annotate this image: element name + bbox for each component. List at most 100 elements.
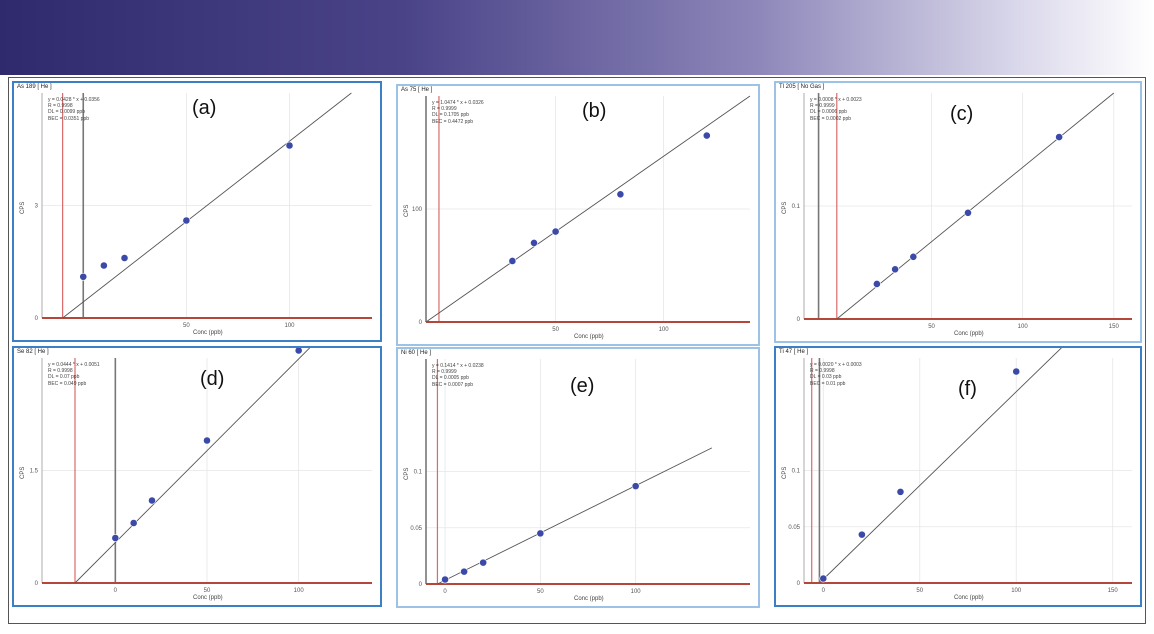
x-tick-label: 50 xyxy=(537,589,544,595)
x-tick-label: 100 xyxy=(294,588,305,594)
stats-line: y = 1.0474 * x + 0.0326 xyxy=(432,100,484,106)
stats-line: DL = 0.0005 ppb xyxy=(432,375,469,382)
x-tick-label: 100 xyxy=(1011,588,1022,594)
stats-line: BEC = 0.049 ppb xyxy=(48,380,87,387)
stats-line: BEC = 0.0002 ppb xyxy=(810,115,852,122)
data-point xyxy=(530,238,538,247)
calibration-stats: y = 0.1414 * x + 0.0238 R = 0.9999 DL = 0.… xyxy=(432,363,484,388)
panel-label: (e) xyxy=(570,375,595,397)
panel-label: (b) xyxy=(582,100,607,122)
data-point xyxy=(460,567,469,576)
chart-panel-6: 0 50 100 150 0 0.05 0.1 Ti 47 [ He ] y = 0.0020 … xyxy=(774,346,1142,607)
regression-line xyxy=(836,92,1115,320)
data-point xyxy=(964,208,972,217)
x-tick-label: 100 xyxy=(659,327,670,333)
regression-line xyxy=(425,95,751,323)
data-point xyxy=(441,575,449,584)
calibration-stats: y = 1.0474 * x + 0.0326 R = 0.9999 DL = 0.… xyxy=(432,100,484,125)
y-axis-label: CPS xyxy=(20,466,26,479)
x-axis-label: Conc (ppb) xyxy=(193,595,223,601)
data-point xyxy=(120,254,129,262)
stats-line: BEC = 0.01 ppb xyxy=(810,380,846,387)
data-point xyxy=(508,257,517,265)
panel-label: (c) xyxy=(950,103,974,125)
x-tick-label: 150 xyxy=(1108,588,1119,594)
x-tick-label: 0 xyxy=(822,588,826,594)
y-tick-label: 0 xyxy=(419,582,423,588)
stats-line: R = 0.9998 xyxy=(48,103,73,110)
calibration-stats: y = 0.0008 * x + 0.0023 R = 0.9999 DL = 0.… xyxy=(810,97,862,122)
x-axis-label: Conc (ppb) xyxy=(954,331,984,337)
stats-line: DL = 0.0006 ppb xyxy=(810,109,847,116)
y-tick-label: 3 xyxy=(35,204,39,210)
stats-line: R = 0.9999 xyxy=(810,103,835,110)
data-point xyxy=(702,131,711,140)
chart-plot: 0 50 100 0 1.5 xyxy=(30,348,372,594)
data-point xyxy=(631,482,640,491)
y-tick-label: 0.1 xyxy=(792,204,801,210)
x-axis-label: Conc (ppb) xyxy=(954,595,984,601)
data-point xyxy=(148,496,156,505)
data-point xyxy=(182,216,191,225)
y-axis-label: CPS xyxy=(404,204,410,217)
y-tick-label: 0.1 xyxy=(792,469,801,475)
y-axis-label: CPS xyxy=(404,467,410,480)
x-tick-label: 100 xyxy=(284,323,295,329)
x-tick-label: 0 xyxy=(443,589,447,595)
panel-title: As 75 [ He ] xyxy=(401,87,433,93)
x-axis-label: Conc (ppb) xyxy=(574,596,604,602)
chart-plot: 50 100 0 100 xyxy=(412,95,751,333)
data-point xyxy=(203,436,211,445)
chart-panel-2: 50 100 0 100 As 75 [ He ] y = 1.0474 * x + 0.… xyxy=(396,84,760,346)
x-tick-label: 100 xyxy=(1018,324,1029,330)
chart-plot: 50 100 0 3 xyxy=(35,92,372,329)
y-axis-label: CPS xyxy=(782,201,788,214)
panel-label: (d) xyxy=(200,368,225,390)
panel-title: Se 82 [ He ] xyxy=(17,349,49,355)
stats-line: DL = 0.1705 ppb xyxy=(432,112,469,119)
calibration-stats: y = 0.0020 * x + 0.0003 R = 0.9998 DL = 0.… xyxy=(810,362,862,387)
x-tick-label: 100 xyxy=(631,589,642,595)
stats-line: BEC = 0.0007 ppb xyxy=(432,381,474,388)
regression-line xyxy=(437,447,713,585)
x-tick-label: 0 xyxy=(114,588,118,594)
chart-panel-5: 0 50 100 0 0.05 0.1 Ni 60 [ He ] y = 0.1414 * x… xyxy=(396,347,760,608)
y-tick-label: 0 xyxy=(419,320,423,326)
chart-plot: 0 50 100 0 0.05 0.1 xyxy=(410,359,750,595)
regression-line xyxy=(74,348,311,584)
data-point xyxy=(909,252,918,261)
data-point xyxy=(896,487,905,496)
x-tick-label: 50 xyxy=(916,588,923,594)
y-tick-label: 0.05 xyxy=(410,526,422,532)
x-axis-label: Conc (ppb) xyxy=(193,330,223,336)
y-tick-label: 0 xyxy=(35,581,39,587)
chart-panel-1: 50 100 0 3 As 189 [ He ] y = 0.0428 * x + 0.0… xyxy=(12,81,382,342)
data-point xyxy=(891,265,900,274)
panel-title: Tl 205 [ No Gas ] xyxy=(779,84,825,90)
data-point xyxy=(616,190,625,199)
x-tick-label: 150 xyxy=(1109,324,1120,330)
data-point xyxy=(872,280,881,288)
y-tick-label: 0 xyxy=(797,317,801,323)
stats-line: R = 0.9999 xyxy=(432,106,457,113)
data-point xyxy=(129,519,138,527)
stats-line: y = 0.0008 * x + 0.0023 xyxy=(810,97,862,103)
chart-plot: 0 50 100 150 0 0.05 0.1 xyxy=(788,348,1132,594)
data-point xyxy=(551,227,560,236)
calibration-stats: y = 0.0444 * x + 0.0051 R = 0.9998 DL = 0.… xyxy=(48,362,100,387)
data-point xyxy=(819,574,828,583)
figure-frame xyxy=(8,77,1146,624)
regression-line xyxy=(62,92,352,319)
panel-title: Ni 60 [ He ] xyxy=(401,350,432,356)
stats-line: BEC = 0.0351 ppb xyxy=(48,115,90,122)
stats-line: R = 0.9999 xyxy=(432,369,457,376)
stats-line: y = 0.0020 * x + 0.0003 xyxy=(810,362,862,368)
x-tick-label: 50 xyxy=(183,323,190,329)
panel-title: Ti 47 [ He ] xyxy=(779,349,809,355)
data-point xyxy=(99,261,108,270)
chart-panel-3: 50 100 150 0 0.1 Tl 205 [ No Gas ] y = 0.0008 … xyxy=(774,81,1142,343)
regression-line xyxy=(819,348,1062,584)
panel-title: As 189 [ He ] xyxy=(17,84,52,90)
stats-line: y = 0.1414 * x + 0.0238 xyxy=(432,363,484,369)
y-axis-label: CPS xyxy=(20,201,26,214)
